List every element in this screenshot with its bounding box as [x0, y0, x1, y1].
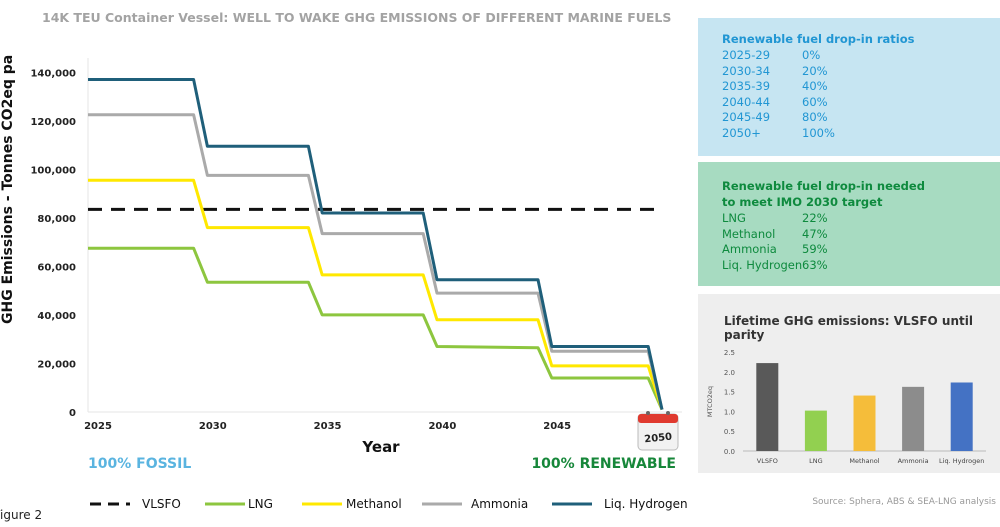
- x-tick-label: 2035: [314, 421, 342, 432]
- bar-y-axis-label: MTCO2eq: [706, 386, 714, 417]
- bar-y-tick-label: 2.5: [724, 349, 735, 357]
- legend-label-liq-hydrogen: Liq. Hydrogen: [604, 497, 688, 511]
- y-tick-label: 20,000: [37, 359, 76, 370]
- drop-in-ratios-list: 2025-29 0% 2030-34 20% 2035-39 40% 2040-44 60% 2…: [722, 48, 835, 141]
- imo-target-row: Liq. Hydrogen63%: [722, 258, 828, 274]
- lifetime-chart-title: Lifetime GHG emissions: VLSFO until pari…: [724, 314, 973, 342]
- series-line-ammonia: [88, 113, 664, 410]
- source-note: Source: Sphera, ABS & SEA-LNG analysis: [812, 497, 996, 507]
- bar-liq-hydrogen: [950, 382, 973, 451]
- drop-in-ratios-title: Renewable fuel drop-in ratios: [722, 32, 915, 46]
- drop-in-ratio-row: 2030-34 20%: [722, 64, 835, 80]
- drop-in-value: 20%: [802, 63, 828, 78]
- legend-label-methanol: Methanol: [346, 497, 402, 511]
- y-tick-label: 0: [69, 408, 76, 419]
- imo-target-row: Methanol 47%: [722, 227, 828, 243]
- imo-target-value: 59%: [802, 242, 828, 256]
- legend-label-ammonia: Ammonia: [471, 497, 528, 511]
- bar-methanol: [853, 395, 876, 451]
- y-tick-label: 100,000: [30, 165, 76, 176]
- imo-target-value: 22%: [802, 211, 828, 225]
- calendar-year-label: 2050: [644, 432, 673, 446]
- y-tick-label: 80,000: [37, 214, 76, 225]
- renewable-annotation: 100% RENEWABLE: [531, 456, 676, 472]
- drop-in-value: 0%: [802, 48, 821, 62]
- imo-target-value: 47%: [802, 226, 828, 241]
- calendar-icon: 2050: [637, 411, 679, 451]
- y-tick-label: 60,000: [37, 262, 76, 273]
- imo-target-row: Ammonia 59%: [722, 242, 828, 258]
- bar-y-tick-label: 1.0: [724, 408, 735, 416]
- drop-in-period: 2025-29: [722, 48, 771, 62]
- fossil-annotation: 100% FOSSIL: [88, 456, 191, 472]
- imo-target-fuel: Liq. Hydrogen: [722, 257, 803, 272]
- bar-vlsfo: [756, 363, 779, 451]
- y-tick-label: 140,000: [30, 68, 76, 79]
- series-line-liq-hydrogen: [88, 78, 664, 410]
- drop-in-ratio-row: 2035-39 40%: [722, 79, 835, 95]
- bar-lng: [804, 410, 827, 451]
- drop-in-value: 40%: [802, 79, 828, 93]
- series-line-lng: [88, 246, 664, 411]
- chart-legend: VLSFO LNG Methanol Ammonia Liq. Hydrogen: [0, 490, 700, 516]
- x-tick-label: 2040: [428, 421, 456, 432]
- drop-in-ratio-row: 2025-29 0%: [722, 48, 835, 64]
- imo-target-fuel: LNG: [722, 211, 746, 225]
- bar-category-label: Liq. Hydrogen: [939, 457, 984, 465]
- x-tick-label: 2025: [84, 421, 112, 432]
- y-tick-label: 40,000: [37, 311, 76, 322]
- x-axis-label: Year: [361, 438, 400, 456]
- drop-in-period: 2040-44: [722, 94, 771, 109]
- imo-target-value: 63%: [802, 257, 828, 272]
- drop-in-period: 2045-49: [722, 110, 771, 124]
- drop-in-period: 2035-39: [722, 79, 771, 93]
- imo-target-fuel: Methanol: [722, 226, 776, 241]
- legend-label-lng: LNG: [248, 497, 273, 511]
- drop-in-ratios-panel: Renewable fuel drop-in ratios 2025-29 0% 2…: [698, 18, 1000, 156]
- bar-y-tick-label: 1.5: [724, 389, 735, 397]
- bar-category-label: VLSFO: [757, 457, 778, 465]
- bar-ammonia: [902, 386, 925, 451]
- imo-target-title-line2: to meet IMO 2030 target: [722, 195, 883, 209]
- bar-category-label: LNG: [809, 457, 823, 465]
- legend-label-vlsfo: VLSFO: [142, 497, 181, 511]
- bar-y-tick-label: 2.0: [724, 369, 735, 377]
- figure-label: Figure 2: [0, 508, 43, 522]
- drop-in-value: 80%: [802, 110, 828, 124]
- bar-category-label: Methanol: [849, 457, 879, 465]
- lifetime-emissions-panel: Lifetime GHG emissions: VLSFO until pari…: [698, 294, 1000, 473]
- drop-in-period: 2050+: [722, 125, 761, 140]
- drop-in-ratio-row: 2050+ 100%: [722, 126, 835, 142]
- drop-in-value: 60%: [802, 94, 828, 109]
- chart-title: 14K TEU Container Vessel: WELL TO WAKE G…: [42, 10, 672, 25]
- bar-y-tick-label: 0.5: [724, 428, 735, 436]
- drop-in-ratio-row: 2040-44 60%: [722, 95, 835, 111]
- imo-target-list: LNG 22% Methanol 47% Ammonia 59% Liq. Hydrogen…: [722, 211, 828, 273]
- drop-in-period: 2030-34: [722, 63, 771, 78]
- drop-in-ratio-row: 2045-49 80%: [722, 110, 835, 126]
- imo-target-title-line1: Renewable fuel drop-in needed: [722, 179, 925, 193]
- lifetime-bar-chart: 0.0 0.5 1.0 1.5 2.0 2.5 MTCO2eq VLSFO LNG Methano…: [706, 349, 986, 465]
- x-tick-label: 2045: [543, 421, 571, 432]
- y-tick-label: 120,000: [30, 117, 76, 128]
- drop-in-value: 100%: [802, 125, 835, 140]
- series-line-methanol: [88, 178, 664, 411]
- bar-y-tick-label: 0.0: [724, 448, 735, 456]
- bar-category-label: Ammonia: [898, 457, 929, 465]
- imo-target-row: LNG 22%: [722, 211, 828, 227]
- x-tick-label: 2030: [199, 421, 227, 432]
- main-line-chart: 0 20,000 40,000 60,000 80,000 100,000 120,000 1…: [30, 58, 682, 472]
- imo-target-panel: Renewable fuel drop-in needed to meet IM…: [698, 162, 1000, 286]
- imo-target-fuel: Ammonia: [722, 242, 777, 256]
